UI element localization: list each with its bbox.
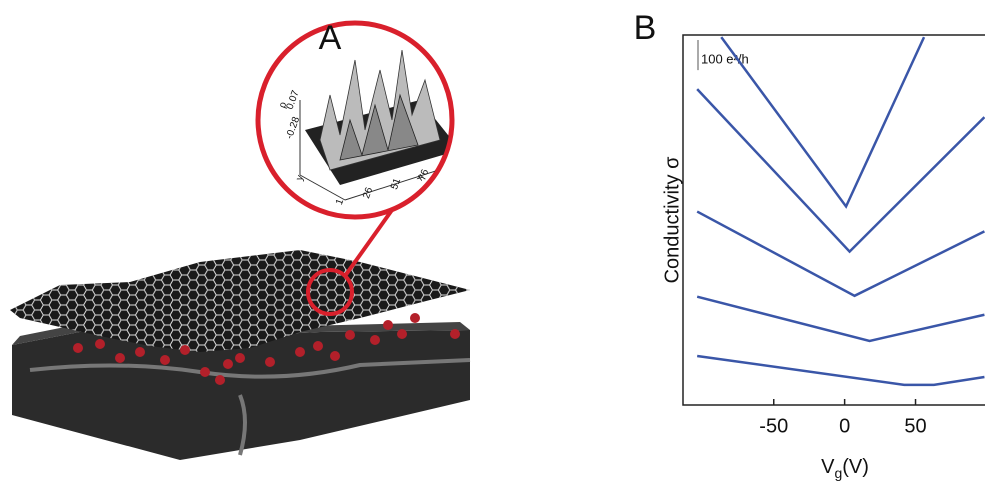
conductivity-curve [697,212,984,296]
x-tick-label: 50 [904,415,926,437]
conductivity-curve [697,356,984,385]
panel-label: B [634,9,657,47]
figure: ρ-0.280.07yx1265176 A B Conductivity σ V… [0,0,985,488]
x-label-text: V [821,456,835,478]
plot-lines [697,37,984,385]
y-axis-label: Conductivity σ [661,156,683,283]
x-tick-label: 0 [839,415,850,437]
conductivity-curve [721,37,924,206]
conductivity-curve [697,89,984,251]
x-label-subscript: g [834,465,842,481]
x-tick-label: -50 [759,415,788,437]
panel-label: A [319,19,342,57]
x-axis-label: Vg(V) [821,456,869,480]
plot-frame [683,35,985,405]
x-label-unit: (V) [842,456,869,478]
conductivity-curve [697,297,984,341]
